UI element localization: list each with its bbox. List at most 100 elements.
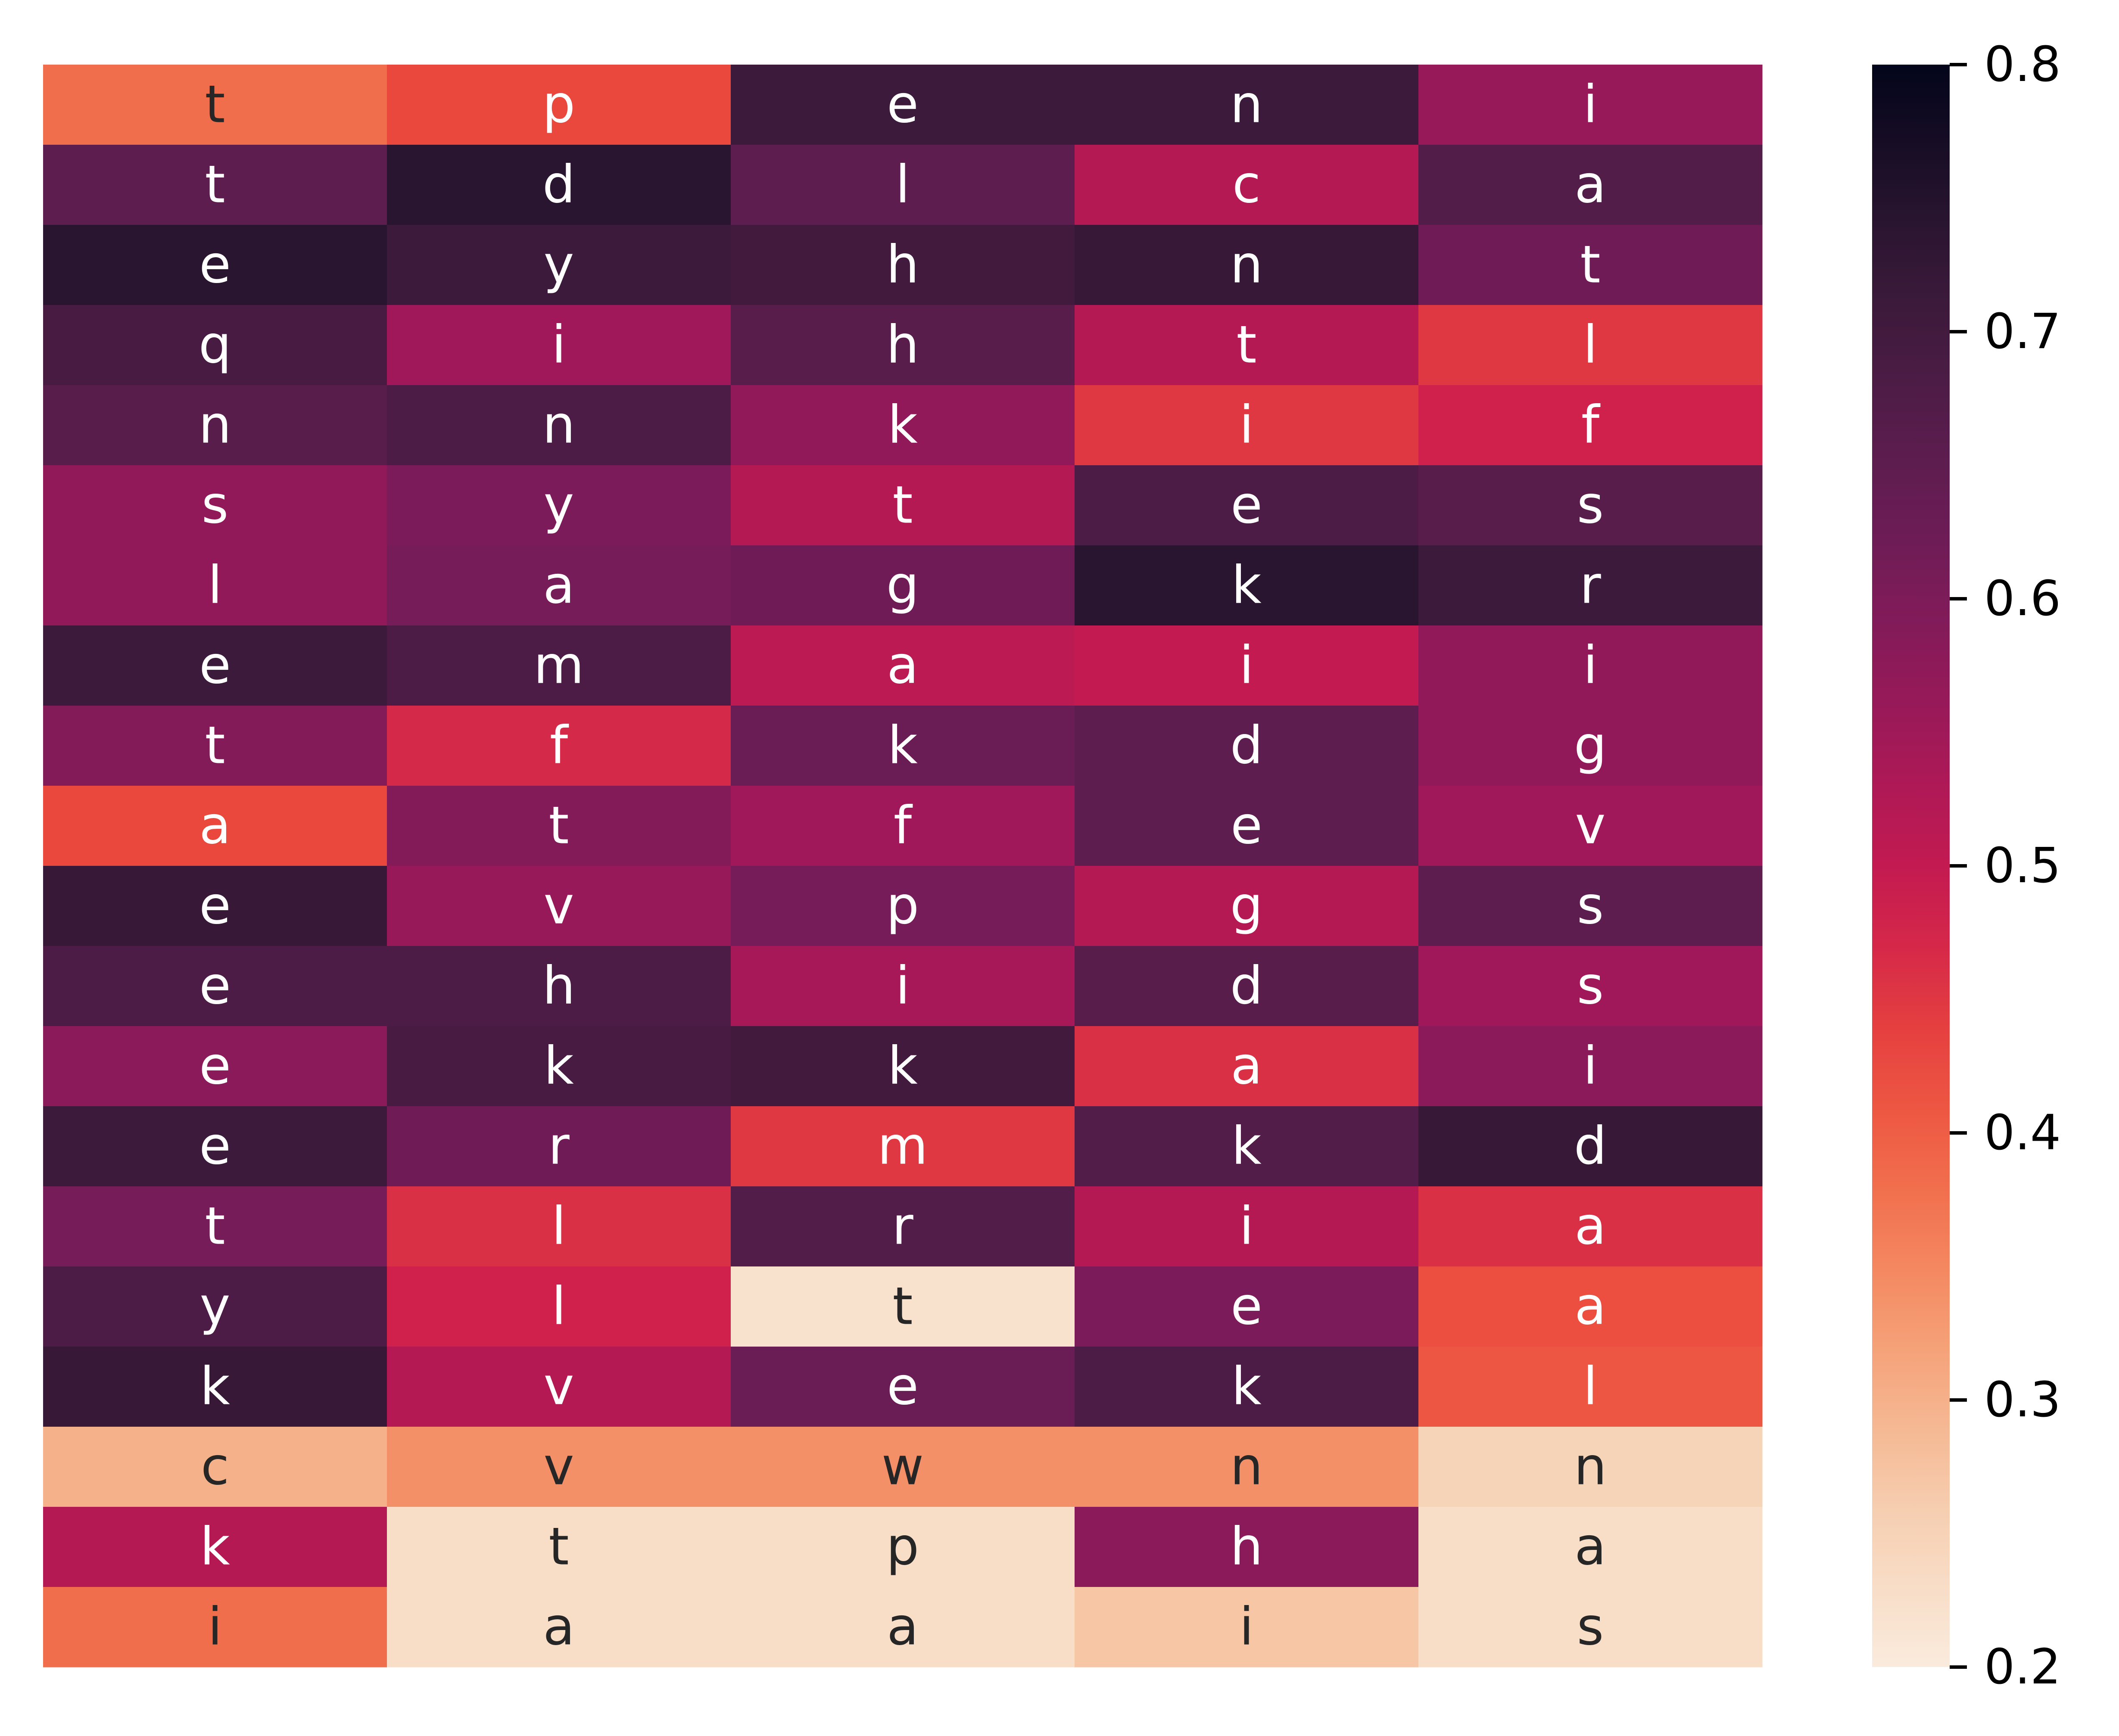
cell-annotation-r5-c2: t [892, 476, 913, 535]
cell-annotation-r19-c4: s [1577, 1597, 1604, 1657]
heatmap-cell-r19-c3 [1075, 1587, 1419, 1668]
colorbar-tick-label-1: 0.3 [1984, 1372, 2061, 1428]
heatmap-cell-r0-c2 [731, 65, 1075, 145]
cell-annotation-r8-c4: g [1574, 716, 1607, 776]
heatmap-cell-r4-c2 [731, 385, 1075, 466]
heatmap-cell-r0-c0 [43, 65, 387, 145]
cell-annotation-r7-c0: e [199, 636, 231, 696]
colorbar-tick-label-0: 0.2 [1984, 1639, 2061, 1695]
cell-annotation-r5-c3: e [1231, 476, 1262, 535]
cell-annotation-r18-c0: k [200, 1517, 230, 1577]
heatmap-cell-r16-c3 [1075, 1347, 1419, 1427]
cell-annotation-r2-c0: e [199, 235, 231, 295]
cell-annotation-r9-c1: t [548, 796, 569, 856]
cell-annotation-r1-c0: t [205, 155, 225, 215]
cell-annotation-r9-c2: f [894, 796, 913, 856]
cell-annotation-r0-c1: p [542, 75, 575, 135]
cell-annotation-r9-c3: e [1231, 796, 1262, 856]
cell-annotation-r18-c1: t [548, 1517, 569, 1577]
cell-annotation-r17-c2: w [882, 1437, 924, 1497]
heatmap-cell-r5-c2 [731, 465, 1075, 546]
cell-annotation-r13-c4: d [1574, 1117, 1607, 1176]
heatmap-cell-r8-c2 [731, 706, 1075, 786]
heatmap-cell-r0-c4 [1418, 65, 1763, 145]
heatmap-cell-r19-c4 [1418, 1587, 1763, 1668]
cell-annotation-r6-c0: l [208, 556, 222, 616]
cell-annotation-r6-c1: a [543, 556, 575, 616]
cell-annotation-r5-c1: y [543, 476, 574, 535]
heatmap-cell-r1-c4 [1418, 145, 1763, 225]
heatmap-cell-r2-c2 [731, 225, 1075, 305]
heatmap-cell-r19-c1 [387, 1587, 731, 1668]
cell-annotation-r6-c3: k [1231, 556, 1262, 616]
heatmap-cell-r17-c2 [731, 1427, 1075, 1507]
cell-annotation-r18-c4: a [1574, 1517, 1606, 1577]
heatmap-cell-r5-c3 [1075, 465, 1419, 546]
heatmap-cell-r19-c2 [731, 1587, 1075, 1668]
cell-annotation-r3-c0: q [199, 315, 231, 375]
cell-annotation-r7-c1: m [534, 636, 584, 696]
cell-annotation-r4-c2: k [888, 395, 918, 455]
cell-annotation-r4-c4: f [1581, 395, 1601, 455]
heatmap-cell-r4-c0 [43, 385, 387, 466]
heatmap-cell-r2-c1 [387, 225, 731, 305]
heatmap-cell-r14-c2 [731, 1186, 1075, 1267]
heatmap-cell-r15-c1 [387, 1266, 731, 1347]
heatmap-cell-r7-c0 [43, 625, 387, 706]
heatmap-cell-r4-c4 [1418, 385, 1763, 466]
cell-annotation-r15-c1: l [552, 1277, 566, 1337]
cell-annotation-r17-c4: n [1574, 1437, 1607, 1497]
cell-annotation-r1-c4: a [1574, 155, 1606, 215]
cell-annotation-r12-c4: i [1583, 1036, 1597, 1096]
cell-annotation-r14-c3: i [1239, 1197, 1253, 1257]
heatmap-cell-r8-c0 [43, 706, 387, 786]
cell-annotation-r15-c4: a [1574, 1277, 1606, 1337]
cell-annotation-r3-c1: i [552, 315, 566, 375]
heatmap-cells [43, 65, 1763, 1668]
heatmap-cell-r2-c0 [43, 225, 387, 305]
heatmap-cell-r15-c3 [1075, 1266, 1419, 1347]
heatmap-cell-r9-c3 [1075, 786, 1419, 866]
heatmap-cell-r8-c1 [387, 706, 731, 786]
cell-annotation-r10-c4: s [1577, 876, 1604, 936]
cell-annotation-r8-c3: d [1230, 716, 1263, 776]
heatmap-cell-r11-c2 [731, 946, 1075, 1027]
cell-annotation-r13-c2: m [878, 1117, 928, 1176]
cell-annotation-r10-c1: v [543, 876, 574, 936]
cell-annotation-r2-c3: n [1230, 235, 1263, 295]
cell-annotation-r19-c2: a [887, 1597, 919, 1657]
heatmap-cell-r6-c0 [43, 545, 387, 626]
cell-annotation-r14-c1: l [552, 1197, 566, 1257]
cell-annotation-r2-c4: t [1580, 235, 1600, 295]
heatmap-cell-r16-c4 [1418, 1347, 1763, 1427]
heatmap-cell-r18-c4 [1418, 1507, 1763, 1587]
heatmap-cell-r15-c2 [731, 1266, 1075, 1347]
heatmap-cell-r14-c3 [1075, 1186, 1419, 1267]
heatmap-cell-r0-c3 [1075, 65, 1419, 145]
heatmap-cell-r9-c0 [43, 786, 387, 866]
heatmap-cell-r10-c0 [43, 866, 387, 946]
colorbar-tick-label-2: 0.4 [1984, 1105, 2061, 1161]
heatmap-cell-r5-c1 [387, 465, 731, 546]
heatmap-cell-r15-c4 [1418, 1266, 1763, 1347]
heatmap-cell-r11-c0 [43, 946, 387, 1027]
cell-annotation-r0-c4: i [1583, 75, 1597, 135]
heatmap-cell-r5-c4 [1418, 465, 1763, 546]
cell-annotation-r15-c2: t [892, 1277, 913, 1337]
cell-annotation-r11-c4: s [1577, 956, 1604, 1016]
heatmap-cell-r1-c1 [387, 145, 731, 225]
heatmap-cell-r19-c0 [43, 1587, 387, 1668]
heatmap-cell-r7-c2 [731, 625, 1075, 706]
heatmap-cell-r6-c4 [1418, 545, 1763, 626]
heatmap-cell-r1-c0 [43, 145, 387, 225]
cell-annotation-r16-c4: l [1583, 1357, 1597, 1417]
heatmap-cell-r14-c1 [387, 1186, 731, 1267]
cell-annotation-r18-c3: h [1230, 1517, 1263, 1577]
cell-annotation-r0-c2: e [887, 75, 919, 135]
heatmap-cell-r11-c4 [1418, 946, 1763, 1027]
cell-annotation-r11-c3: d [1230, 956, 1263, 1016]
colorbar-gradient [1872, 65, 1950, 1667]
heatmap-cell-r13-c3 [1075, 1106, 1419, 1187]
